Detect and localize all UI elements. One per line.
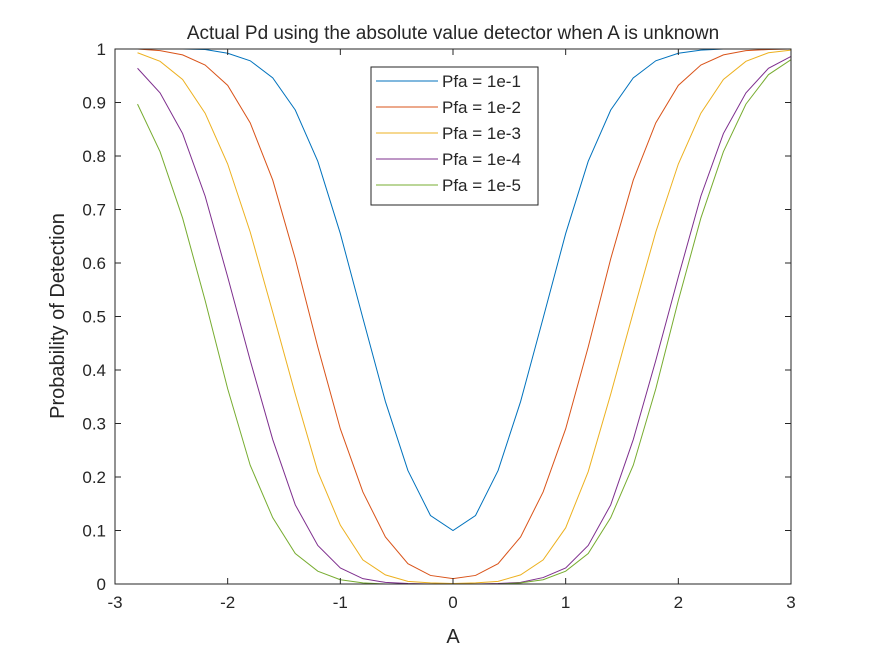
series-line-1 bbox=[137, 48, 791, 532]
y-tick-label: 0.3 bbox=[82, 415, 106, 434]
legend-box bbox=[370, 66, 539, 206]
y-tick-label: 0.9 bbox=[82, 94, 106, 113]
y-tick-label: 0.6 bbox=[82, 254, 106, 273]
x-tick-label: -3 bbox=[107, 593, 122, 612]
x-tick-label: -1 bbox=[333, 593, 348, 612]
y-tick-label: 0.4 bbox=[82, 361, 106, 380]
chart-title: Actual Pd using the absolute value detec… bbox=[187, 23, 719, 44]
x-tick-label: 1 bbox=[561, 593, 570, 612]
y-axis-label: Probability of Detection bbox=[47, 213, 69, 419]
series-line-2 bbox=[137, 48, 792, 580]
axes-layer: -3 -2 -1 0 1 2 3 0 0.1 0.2 0.3 0.4 0.5 0.6 0.7 0.8 0.9 1 bbox=[82, 40, 795, 612]
legend: Pfa = 1e-1 Pfa = 1e-2 Pfa = 1e-3 Pfa = 1e-4… bbox=[370, 66, 539, 206]
legend-label-3: Pfa = 1e-3 bbox=[442, 124, 521, 143]
legend-label-4: Pfa = 1e-4 bbox=[442, 150, 521, 169]
y-tick-label: 0 bbox=[97, 575, 106, 594]
x-axis-label: A bbox=[446, 626, 460, 648]
y-tick-label: 0.8 bbox=[82, 147, 106, 166]
y-tick-label: 0.7 bbox=[82, 201, 106, 220]
legend-label-1: Pfa = 1e-1 bbox=[442, 72, 521, 91]
y-tick-label: 1 bbox=[97, 40, 106, 59]
y-tick-label: 0.5 bbox=[82, 308, 106, 327]
legend-label-5: Pfa = 1e-5 bbox=[442, 176, 521, 195]
y-tick-label: 0.1 bbox=[82, 522, 106, 541]
x-tick-label: 3 bbox=[786, 593, 795, 612]
y-tick-label: 0.2 bbox=[82, 468, 106, 487]
x-tick-label: 0 bbox=[448, 593, 457, 612]
x-tick-label: 2 bbox=[674, 593, 683, 612]
legend-label-2: Pfa = 1e-2 bbox=[442, 98, 521, 117]
x-tick-label: -2 bbox=[220, 593, 235, 612]
series-line-3 bbox=[137, 49, 792, 584]
